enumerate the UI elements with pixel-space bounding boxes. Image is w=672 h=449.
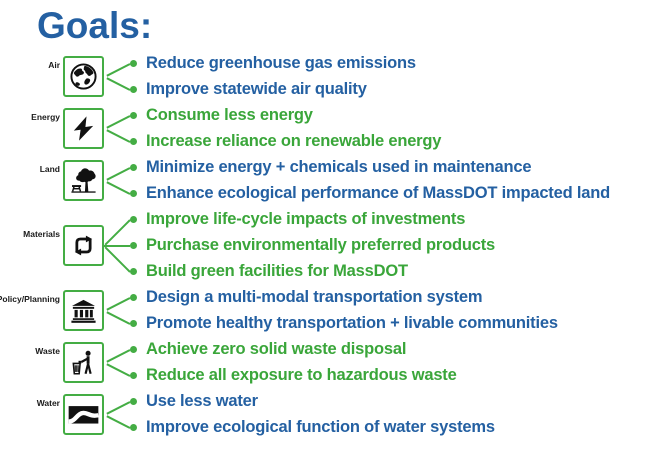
category-label: Land xyxy=(39,163,60,174)
connector-line xyxy=(106,348,131,363)
tree-icon xyxy=(63,160,104,202)
government-building-icon xyxy=(63,290,104,332)
goal-item: Reduce greenhouse gas emissions xyxy=(104,51,672,77)
goal-text: Increase reliance on renewable energy xyxy=(146,132,442,151)
category-cell: Water xyxy=(0,394,104,436)
bullet-dot xyxy=(130,268,137,276)
goal-group-materials: Materials Improve life- xyxy=(0,207,672,285)
bullet-dot xyxy=(130,398,137,406)
river-icon xyxy=(63,394,104,436)
goal-text: Purchase environmentally preferred produ… xyxy=(146,236,496,255)
goal-text: Use less water xyxy=(146,392,258,411)
globe-icon xyxy=(63,56,104,98)
category-cell: Energy xyxy=(0,108,104,150)
goal-item: Consume less energy xyxy=(104,103,672,129)
goal-text: Consume less energy xyxy=(146,106,313,125)
goals-column: Consume less energy Increase reliance on… xyxy=(104,103,672,155)
goal-item: Improve statewide air quality xyxy=(104,76,672,103)
goal-group-policy-planning: Policy/Planning xyxy=(0,285,672,337)
category-cell: Land xyxy=(0,160,104,202)
bullet-dot xyxy=(130,424,137,432)
goals-column: Improve life-cycle impacts of investment… xyxy=(104,207,672,285)
connector-line xyxy=(106,296,131,311)
connector-line xyxy=(106,414,131,429)
goal-item: Improve ecological function of water sys… xyxy=(104,414,672,441)
goal-text: Reduce greenhouse gas emissions xyxy=(146,54,416,73)
category-label: Air xyxy=(48,59,60,70)
bullet-dot xyxy=(130,112,137,120)
goal-item: Improve life-cycle impacts of investment… xyxy=(104,207,672,246)
bullet-dot xyxy=(130,242,137,250)
goal-text: Build green facilities for MassDOT xyxy=(146,262,408,281)
goals-column: Design a multi-modal transportation syst… xyxy=(104,285,672,337)
goal-item: Promote healthy transportation + livable… xyxy=(104,310,672,337)
goal-text: Design a multi-modal transportation syst… xyxy=(146,288,483,307)
slide: Goals: Air xyxy=(0,5,672,449)
goal-group-land: Land xyxy=(0,155,672,207)
connector-line xyxy=(106,76,131,91)
category-cell: Policy/Planning xyxy=(0,290,104,332)
goal-text: Achieve zero solid waste disposal xyxy=(146,340,407,359)
goal-text: Promote healthy transportation + livable… xyxy=(146,314,558,333)
bullet-dot xyxy=(130,164,137,172)
bullet-dot xyxy=(130,320,137,328)
lightning-icon xyxy=(63,108,104,150)
goal-group-air: Air Reduce greenhouse gas emissions xyxy=(0,51,672,103)
bullet-dot xyxy=(130,372,137,380)
connector-line xyxy=(106,180,131,195)
category-label: Water xyxy=(36,397,60,408)
goal-text: Enhance ecological performance of MassDO… xyxy=(146,184,610,203)
goal-item: Purchase environmentally preferred produ… xyxy=(104,233,672,259)
connector-line xyxy=(106,114,131,129)
page-title: Goals: xyxy=(37,5,153,46)
bullet-dot xyxy=(130,60,137,68)
trash-disposal-icon xyxy=(63,342,104,384)
goal-item: Enhance ecological performance of MassDO… xyxy=(104,180,672,207)
goals-column: Reduce greenhouse gas emissions Improve … xyxy=(104,51,672,103)
connector-line xyxy=(106,362,131,377)
goal-item: Achieve zero solid waste disposal xyxy=(104,337,672,363)
category-label: Energy xyxy=(31,111,60,122)
goal-group-waste: Waste xyxy=(0,337,672,389)
category-cell: Air xyxy=(0,56,104,98)
category-cell: Materials xyxy=(0,225,104,267)
goal-item: Build green facilities for MassDOT xyxy=(104,246,672,285)
connector-line xyxy=(106,128,131,143)
goal-text: Improve statewide air quality xyxy=(146,80,367,99)
recycle-loop-icon xyxy=(63,225,104,267)
bullet-dot xyxy=(130,346,137,354)
bullet-dot xyxy=(130,216,137,224)
connector-line xyxy=(106,166,131,181)
goal-group-water: Water Use less water Improve xyxy=(0,389,672,441)
connector-line xyxy=(104,244,130,247)
goal-item: Use less water xyxy=(104,389,672,415)
goals-column: Achieve zero solid waste disposal Reduce… xyxy=(104,337,672,389)
connector-line xyxy=(106,62,131,77)
bullet-dot xyxy=(130,294,137,302)
goal-text: Minimize energy + chemicals used in main… xyxy=(146,158,532,177)
goal-item: Design a multi-modal transportation syst… xyxy=(104,285,672,311)
goal-item: Reduce all exposure to hazardous waste xyxy=(104,362,672,389)
category-label: Materials xyxy=(23,228,60,239)
bullet-dot xyxy=(130,138,137,146)
goal-text: Improve ecological function of water sys… xyxy=(146,418,495,437)
bullet-dot xyxy=(130,190,137,198)
goal-item: Minimize energy + chemicals used in main… xyxy=(104,155,672,181)
goal-group-energy: Energy Consume less energy Increase reli… xyxy=(0,103,672,155)
goal-item: Increase reliance on renewable energy xyxy=(104,128,672,155)
goals-column: Minimize energy + chemicals used in main… xyxy=(104,155,672,207)
goal-text: Improve life-cycle impacts of investment… xyxy=(146,210,466,229)
category-cell: Waste xyxy=(0,342,104,384)
connector-line xyxy=(106,400,131,415)
category-label: Waste xyxy=(35,345,60,356)
bullet-dot xyxy=(130,86,137,94)
goal-text: Reduce all exposure to hazardous waste xyxy=(146,366,457,385)
connector-line xyxy=(106,310,131,325)
category-label: Policy/Planning xyxy=(0,293,60,304)
goal-list: Air Reduce greenhouse gas emissions xyxy=(0,51,672,441)
goals-column: Use less water Improve ecological functi… xyxy=(104,389,672,441)
